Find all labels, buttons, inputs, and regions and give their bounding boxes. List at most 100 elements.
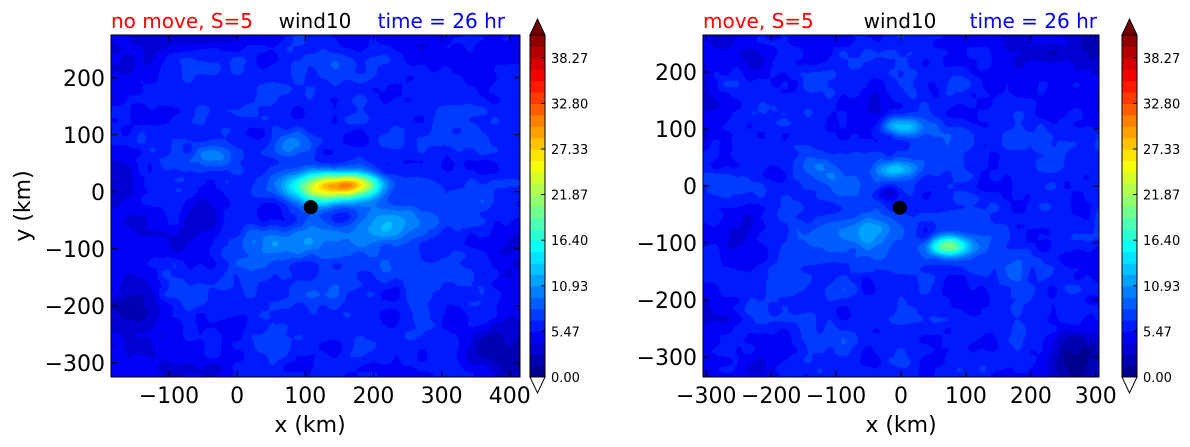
colorbar-level <box>1122 285 1137 298</box>
colorbar-level <box>530 206 545 218</box>
colorbar-tick-label: 0.00 <box>551 371 580 386</box>
colorbar-level <box>530 285 545 298</box>
colorbar-tick-label: 10.93 <box>551 280 588 295</box>
colorbar-frame <box>529 34 546 378</box>
colorbar-level <box>530 365 545 378</box>
colorbar-level <box>530 69 545 82</box>
left-colorbar: 0.00 5.47 10.93 16.40 21.87 27.33 32.80 38.27 <box>529 17 588 395</box>
colorbar-tick-label: 10.93 <box>1143 280 1180 295</box>
colorbar-level <box>1122 228 1137 241</box>
right-storm-center-marker <box>892 200 907 215</box>
colorbar-level <box>530 114 545 127</box>
colorbar-level <box>530 35 545 47</box>
x-tick-label: 100 <box>284 384 326 409</box>
y-tick-label: 0 <box>91 181 105 206</box>
colorbar-level <box>530 57 545 70</box>
colorbar-tick-label: 0.00 <box>1143 371 1172 386</box>
colorbar-level <box>1122 331 1137 344</box>
colorbar-level <box>530 160 545 173</box>
colorbar-level <box>1122 69 1137 82</box>
colorbar-level <box>1122 308 1137 321</box>
colorbar-tick-label: 5.47 <box>1143 325 1172 340</box>
x-tick-label: 200 <box>1010 384 1052 409</box>
colorbar-tick-label: 38.27 <box>1143 52 1180 67</box>
x-tick-label: 300 <box>421 384 463 409</box>
y-tick-label: −100 <box>637 232 697 257</box>
colorbar-level <box>1122 171 1137 184</box>
right-x-ticks: −300 −200 −100 0 100 200 300 <box>676 35 1117 409</box>
colorbar-level <box>530 46 545 59</box>
colorbar-level <box>530 217 545 230</box>
x-tick-label: 300 <box>1075 384 1117 409</box>
y-tick-label: −300 <box>45 352 105 377</box>
colorbar-level <box>1122 251 1137 264</box>
y-tick-label: 0 <box>683 175 697 200</box>
colorbar-level <box>530 342 545 355</box>
colorbar-frame <box>1121 34 1138 378</box>
colorbar-level <box>1122 342 1137 355</box>
left-title-right: time = 26 hr <box>378 9 506 33</box>
colorbar-level <box>1122 217 1137 230</box>
colorbar-level <box>1122 274 1137 287</box>
colorbar-level <box>530 320 545 332</box>
colorbar-level <box>530 149 545 161</box>
x-tick-label: −100 <box>806 384 866 409</box>
y-tick-label: −300 <box>637 346 697 371</box>
colorbar-level <box>530 251 545 264</box>
colorbar-level <box>530 126 545 139</box>
colorbar-tick-label: 32.80 <box>1143 97 1180 112</box>
colorbar-level <box>1122 160 1137 173</box>
colorbar-level <box>530 263 545 275</box>
colorbar-level <box>530 137 545 150</box>
colorbar-min-extension <box>529 376 546 395</box>
x-tick-label: −300 <box>676 384 736 409</box>
right-y-ticks: 200 100 0 −100 −200 −300 <box>637 61 1099 371</box>
colorbar-level <box>530 240 545 253</box>
y-tick-label: −200 <box>637 289 697 314</box>
colorbar-level <box>1122 263 1137 275</box>
right-colorbar: 0.00 5.47 10.93 16.40 21.87 27.33 32.80 38.27 <box>1121 17 1180 395</box>
colorbar-level <box>1122 80 1137 93</box>
colorbar-level <box>1122 354 1137 367</box>
colorbar-level <box>1122 240 1137 253</box>
colorbar-level <box>1122 46 1137 59</box>
x-tick-label: 200 <box>352 384 394 409</box>
colorbar-level <box>530 92 545 104</box>
colorbar-level <box>1122 57 1137 70</box>
colorbar-tick-label: 38.27 <box>551 52 588 67</box>
y-tick-label: 200 <box>63 67 105 92</box>
colorbar-level <box>1122 149 1137 161</box>
colorbar-level <box>1122 137 1137 150</box>
colorbar-level <box>1122 103 1137 116</box>
left-plot-frame <box>110 34 521 378</box>
right-title-right: time = 26 hr <box>970 9 1098 33</box>
x-tick-label: −100 <box>139 384 199 409</box>
colorbar-level <box>530 194 545 207</box>
colorbar-tick-label: 21.87 <box>551 189 588 204</box>
y-tick-label: 100 <box>655 118 697 143</box>
colorbar-level <box>530 274 545 287</box>
y-tick-label: −100 <box>45 238 105 263</box>
colorbar-level <box>530 228 545 241</box>
x-tick-label: 0 <box>894 384 908 409</box>
colorbar-max-extension <box>1121 17 1138 36</box>
colorbar-level <box>1122 126 1137 139</box>
right-panel: −300 −200 −100 0 100 200 300 2001000−100−200−3… <box>637 9 1181 438</box>
y-tick-label: 100 <box>63 124 105 149</box>
colorbar-max-extension <box>529 17 546 36</box>
colorbar-level <box>530 171 545 184</box>
left-storm-center-marker <box>303 200 318 215</box>
left-title-center: wind10 <box>279 9 352 33</box>
colorbar-level <box>1122 365 1137 378</box>
colorbar-min-extension <box>1121 376 1138 395</box>
colorbar-tick-label: 27.33 <box>551 143 588 158</box>
x-tick-label: 400 <box>489 384 531 409</box>
colorbar-level <box>1122 92 1137 104</box>
right-x-axis-label: x (km) <box>865 413 936 438</box>
left-panel: −100 0 100 200 300 400 200 100 0 −100 −200 −300 no… <box>11 9 588 438</box>
colorbar-tick-label: 16.40 <box>551 234 588 249</box>
colorbar-level <box>1122 206 1137 218</box>
colorbar-tick-label: 27.33 <box>1143 143 1180 158</box>
colorbar-level <box>1122 114 1137 127</box>
